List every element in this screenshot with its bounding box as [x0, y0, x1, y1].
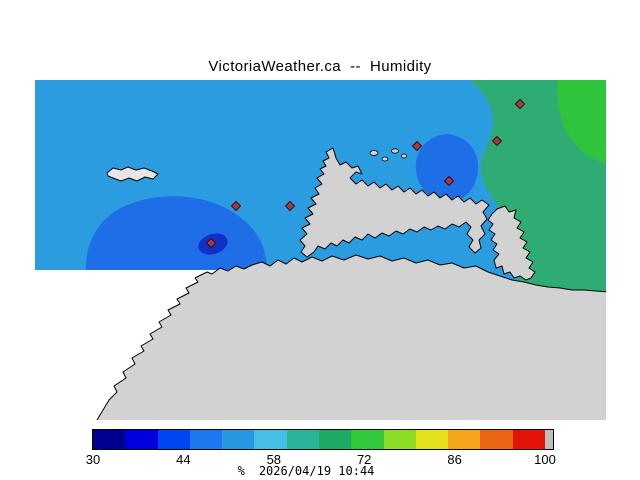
colorbar-tick-label: 72: [356, 452, 372, 467]
colorbar-segment: [415, 430, 449, 449]
colorbar-segments: [93, 430, 553, 449]
colorbar: [92, 429, 554, 450]
colorbar-segment: [512, 430, 545, 449]
land-olympic-peninsula: [96, 254, 606, 420]
colorbar-overflow-cap: [544, 430, 553, 449]
page-title: VictoriaWeather.ca -- Humidity: [208, 58, 432, 75]
station-marker: [491, 135, 503, 147]
small-island: [401, 153, 407, 159]
small-island: [391, 148, 399, 154]
datetime-label: 2026/04/19 10:44: [258, 464, 375, 478]
small-islands: [369, 148, 407, 162]
low-humidity-blue-pocket-east: [415, 134, 479, 203]
station-marker: [443, 175, 455, 187]
colorbar-segment: [93, 430, 126, 449]
colorbar-segment: [222, 430, 255, 449]
small-island: [381, 156, 389, 162]
timestamp-line: % 2026/04/19 10:44: [0, 464, 612, 478]
colorbar-tick-labels: 30 44 58 72 86 100: [86, 452, 556, 467]
station-marker: [230, 200, 242, 212]
small-island: [369, 150, 379, 156]
colorbar-segment: [383, 430, 416, 449]
highest-humidity-corner-region: [557, 80, 606, 164]
colorbar-segment: [351, 430, 384, 449]
colorbar-segment: [286, 430, 319, 449]
island-outline: [106, 166, 159, 182]
station-marker: [514, 98, 526, 110]
colorbar-segment: [318, 430, 352, 449]
colorbar-tick-label: 86: [447, 452, 462, 467]
colorbar-tick-label: 100: [534, 452, 556, 467]
station-marker: [411, 140, 423, 152]
colorbar-tick-label: 44: [176, 452, 191, 467]
station-markers: [205, 98, 526, 249]
colorbar-segment: [157, 430, 190, 449]
colorbar-segment: [189, 430, 223, 449]
colorbar-segment: [125, 430, 158, 449]
low-humidity-blue-pocket-southwest: [85, 196, 267, 270]
unit-label: %: [237, 464, 245, 478]
land-east-islands: [487, 205, 536, 281]
land-victoria-peninsula: [299, 147, 490, 258]
colorbar-tick-label: 30: [85, 452, 101, 467]
colorbar-tick-label: 58: [266, 452, 282, 467]
station-marker: [284, 200, 296, 212]
colorbar-segment: [448, 430, 481, 449]
station-marker: [205, 237, 217, 249]
colorbar-segment: [254, 430, 287, 449]
colorbar-segment: [480, 430, 513, 449]
